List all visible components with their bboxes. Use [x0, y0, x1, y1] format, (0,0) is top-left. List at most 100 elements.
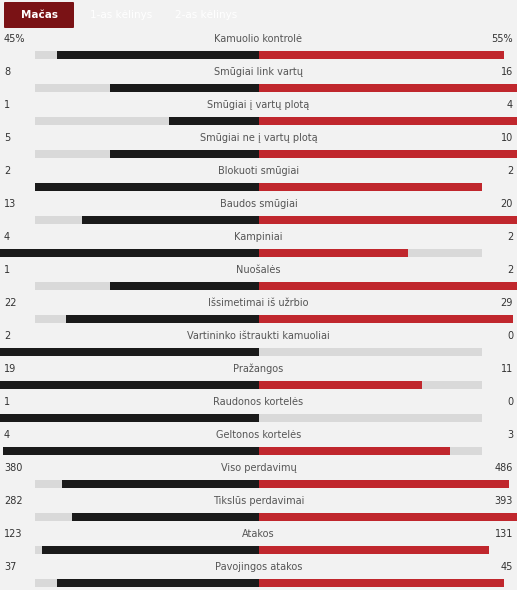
- Bar: [35, 183, 482, 191]
- Text: 131: 131: [495, 529, 513, 539]
- Text: 3: 3: [507, 430, 513, 440]
- Text: 45: 45: [500, 562, 513, 572]
- Text: 2: 2: [507, 232, 513, 242]
- Bar: [35, 348, 482, 356]
- Text: 0: 0: [507, 397, 513, 407]
- Text: 2: 2: [507, 166, 513, 176]
- Bar: [35, 513, 482, 521]
- Text: 123: 123: [4, 529, 23, 539]
- Bar: [258, 579, 504, 587]
- Bar: [66, 315, 258, 323]
- Text: 19: 19: [4, 364, 16, 374]
- Bar: [42, 546, 258, 554]
- Bar: [35, 546, 482, 554]
- Bar: [110, 150, 258, 158]
- Text: 2: 2: [4, 166, 10, 176]
- Text: 0: 0: [507, 331, 513, 341]
- Bar: [0, 249, 258, 257]
- Text: 486: 486: [495, 463, 513, 473]
- Bar: [63, 480, 258, 488]
- Bar: [258, 249, 407, 257]
- Bar: [35, 51, 482, 59]
- Bar: [0, 348, 258, 356]
- Bar: [72, 513, 258, 521]
- Bar: [258, 51, 505, 59]
- Bar: [0, 381, 258, 389]
- Text: Smūgiai į vartų plotą: Smūgiai į vartų plotą: [207, 100, 310, 110]
- Text: 45%: 45%: [4, 34, 25, 44]
- Text: 37: 37: [4, 562, 17, 572]
- Text: 5: 5: [4, 133, 10, 143]
- Text: 13: 13: [4, 199, 16, 209]
- Text: 4: 4: [507, 100, 513, 110]
- Text: 1: 1: [4, 100, 10, 110]
- Text: 10: 10: [501, 133, 513, 143]
- Text: Blokuoti smūgiai: Blokuoti smūgiai: [218, 166, 299, 176]
- Bar: [35, 216, 482, 224]
- Bar: [258, 84, 517, 92]
- Text: 11: 11: [501, 364, 513, 374]
- Bar: [258, 150, 517, 158]
- Bar: [35, 579, 482, 587]
- Text: 2-as kėlinys: 2-as kėlinys: [175, 10, 237, 20]
- Bar: [57, 51, 258, 59]
- Text: 29: 29: [500, 298, 513, 308]
- Bar: [258, 447, 450, 455]
- Text: Smūgiai link vartų: Smūgiai link vartų: [214, 67, 303, 77]
- Text: 16: 16: [501, 67, 513, 77]
- Text: Vartininko ištraukti kamuoliai: Vartininko ištraukti kamuoliai: [187, 331, 330, 341]
- Text: Atakos: Atakos: [242, 529, 275, 539]
- Bar: [110, 282, 258, 290]
- Text: Pražangos: Pražangos: [233, 364, 284, 375]
- Text: 8: 8: [4, 67, 10, 77]
- Bar: [258, 480, 509, 488]
- Text: 55%: 55%: [491, 34, 513, 44]
- Text: 4: 4: [4, 430, 10, 440]
- Bar: [3, 447, 258, 455]
- Text: Geltonos kortelės: Geltonos kortelės: [216, 430, 301, 440]
- Bar: [57, 579, 258, 587]
- Bar: [35, 183, 258, 191]
- Text: Smūgiai ne į vartų plotą: Smūgiai ne į vartų plotą: [200, 133, 317, 143]
- Bar: [110, 84, 258, 92]
- Bar: [258, 315, 513, 323]
- Text: Tikslūs perdavimai: Tikslūs perdavimai: [213, 496, 304, 506]
- Text: 2: 2: [4, 331, 10, 341]
- Bar: [35, 117, 482, 125]
- Bar: [169, 117, 258, 125]
- Bar: [35, 150, 482, 158]
- Text: 1-as kėlinys: 1-as kėlinys: [90, 10, 152, 20]
- Text: Kamuolio kontrolė: Kamuolio kontrolė: [215, 34, 302, 44]
- Text: Baudos smūgiai: Baudos smūgiai: [220, 199, 297, 209]
- Text: Kampiniai: Kampiniai: [234, 232, 283, 242]
- Text: 393: 393: [495, 496, 513, 506]
- Text: Nuošalės: Nuošalės: [236, 266, 281, 276]
- Text: 1: 1: [4, 397, 10, 407]
- Bar: [258, 117, 517, 125]
- Text: 20: 20: [500, 199, 513, 209]
- Bar: [258, 381, 422, 389]
- Bar: [258, 183, 482, 191]
- Bar: [35, 315, 482, 323]
- Text: 282: 282: [4, 496, 23, 506]
- Text: Mačas: Mačas: [21, 10, 57, 20]
- Text: 4: 4: [4, 232, 10, 242]
- Text: Viso perdavimų: Viso perdavimų: [221, 463, 296, 473]
- Text: Išsimetimai iš užrbio: Išsimetimai iš užrbio: [208, 298, 309, 308]
- Bar: [35, 249, 482, 257]
- Bar: [35, 414, 482, 422]
- Bar: [35, 480, 482, 488]
- Bar: [35, 381, 482, 389]
- FancyBboxPatch shape: [4, 2, 74, 28]
- Text: 380: 380: [4, 463, 22, 473]
- Bar: [258, 546, 489, 554]
- Text: Pavojingos atakos: Pavojingos atakos: [215, 562, 302, 572]
- Bar: [258, 282, 517, 290]
- Text: 22: 22: [4, 298, 17, 308]
- Bar: [82, 216, 258, 224]
- Bar: [258, 216, 517, 224]
- Bar: [35, 282, 482, 290]
- Bar: [0, 414, 258, 422]
- Text: 2: 2: [507, 266, 513, 276]
- Bar: [35, 84, 482, 92]
